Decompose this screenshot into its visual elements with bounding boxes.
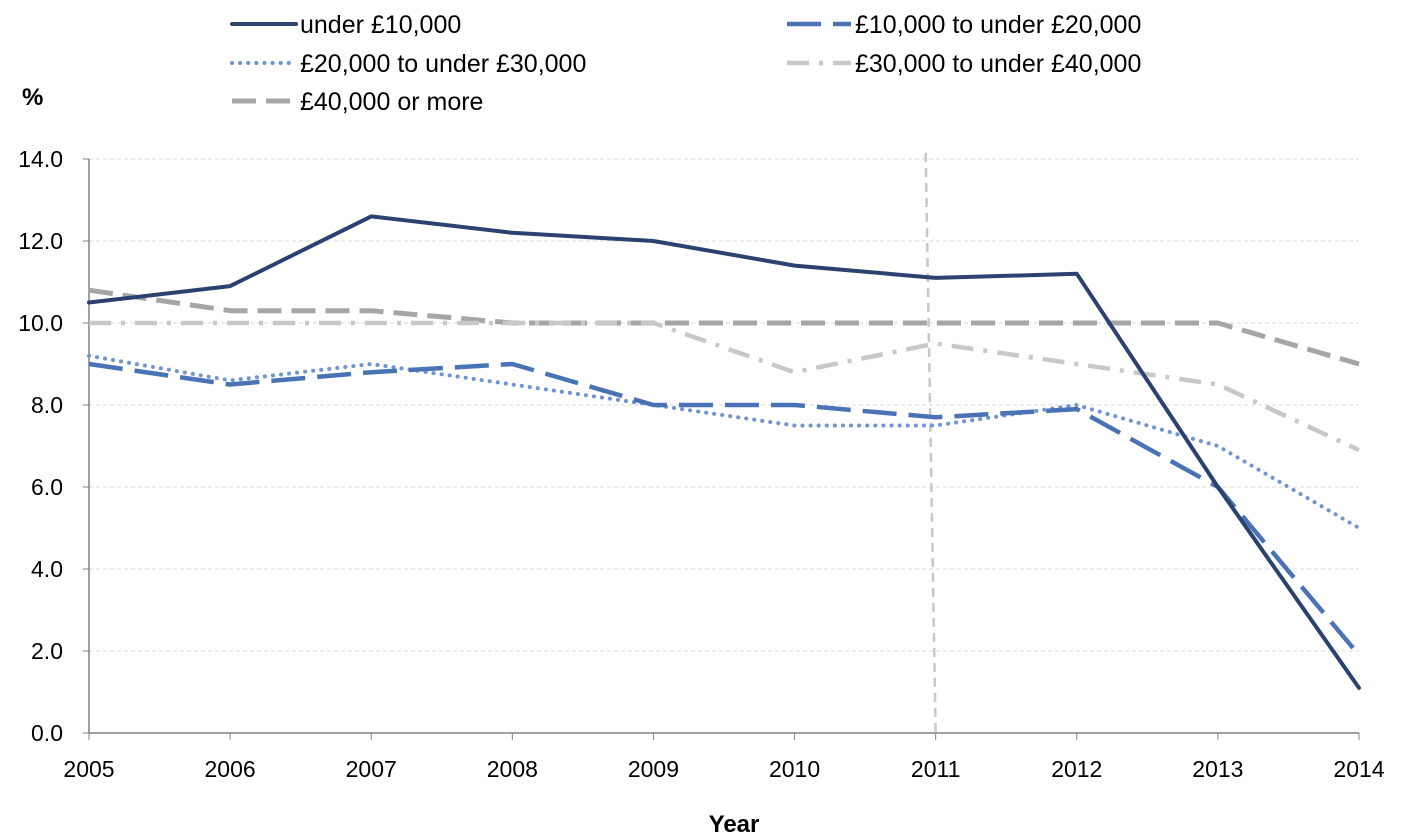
legend-label: £40,000 or more bbox=[300, 88, 483, 116]
legend: under £10,000 £10,000 to under £20,000 £20… bbox=[230, 11, 1141, 116]
x-tick-label: 2014 bbox=[1333, 756, 1384, 782]
x-tick-label: 2008 bbox=[487, 756, 538, 782]
y-tick-label: 8.0 bbox=[31, 392, 63, 418]
series-line-3 bbox=[87, 353, 1361, 530]
legend-item: £40,000 or more bbox=[232, 88, 483, 116]
series-line-2 bbox=[88, 361, 1361, 657]
y-tick-label: 0.0 bbox=[31, 720, 63, 746]
x-tick-label: 2013 bbox=[1192, 756, 1243, 782]
x-axis-label: Year bbox=[709, 811, 760, 836]
legend-item: £20,000 to under £30,000 bbox=[230, 50, 586, 78]
legend-label: £10,000 to under £20,000 bbox=[855, 11, 1141, 39]
axes: 0.0 2.0 4.0 6.0 8.0 10.0 12.0 14.0 2005 2006 2007 2… bbox=[18, 146, 1385, 782]
y-tick-label: 10.0 bbox=[18, 310, 63, 336]
series-line-5 bbox=[88, 287, 1360, 367]
y-tick-label: 14.0 bbox=[18, 146, 63, 172]
x-tick-label: 2009 bbox=[628, 756, 679, 782]
legend-label: £20,000 to under £30,000 bbox=[300, 50, 586, 78]
x-tick-label: 2006 bbox=[205, 756, 256, 782]
series-line-4 bbox=[89, 320, 1360, 453]
legend-label: £30,000 to under £40,000 bbox=[855, 50, 1141, 78]
y-axis-label: % bbox=[22, 84, 43, 111]
y-tick-label: 2.0 bbox=[31, 638, 63, 664]
y-tick-label: 12.0 bbox=[18, 228, 63, 254]
x-tick-label: 2011 bbox=[911, 756, 960, 782]
y-tick-label: 6.0 bbox=[31, 474, 63, 500]
legend-label: under £10,000 bbox=[300, 11, 461, 39]
reference-line bbox=[924, 152, 937, 734]
grid-lines bbox=[89, 158, 1359, 652]
x-tick-label: 2007 bbox=[346, 756, 397, 782]
x-tick-label: 2010 bbox=[769, 756, 820, 782]
legend-item: £30,000 to under £40,000 bbox=[787, 50, 1141, 78]
y-tick-label: 4.0 bbox=[31, 556, 63, 582]
x-tick-label: 2005 bbox=[63, 756, 114, 782]
legend-item: under £10,000 bbox=[230, 11, 461, 39]
series-lines bbox=[87, 214, 1361, 690]
legend-item: £10,000 to under £20,000 bbox=[787, 11, 1141, 39]
x-tick-label: 2012 bbox=[1051, 756, 1102, 782]
series-line-1 bbox=[87, 214, 1361, 690]
